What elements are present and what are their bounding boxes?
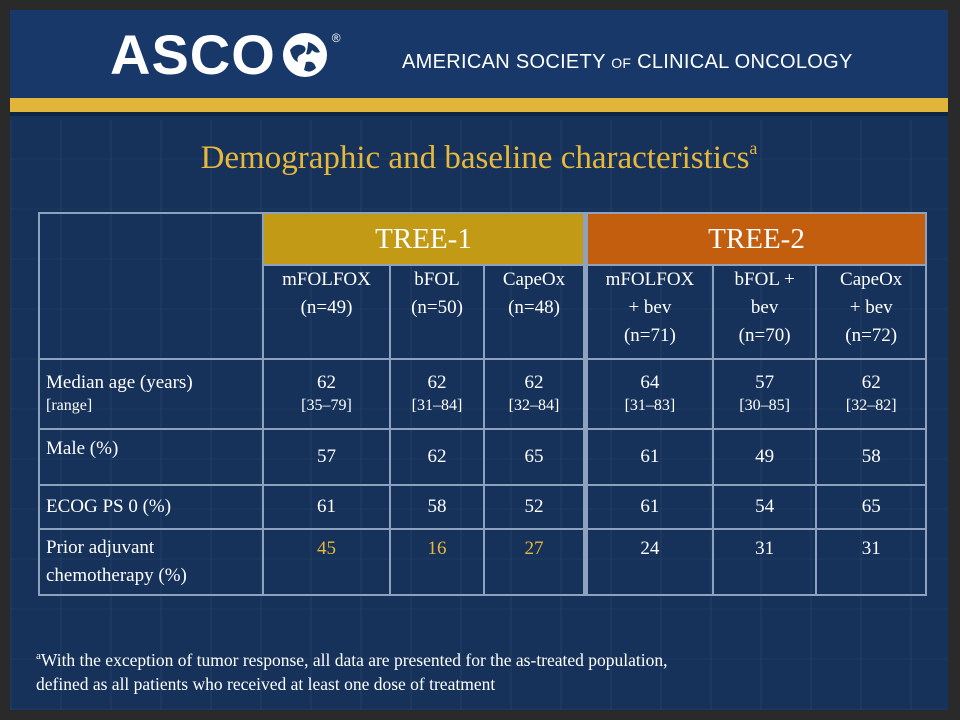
table-cell: 62 [31–84]: [389, 358, 485, 430]
col-header-mfolfox: mFOLFOX (n=49): [262, 264, 391, 360]
table-cell: 31: [711, 528, 818, 596]
table-cell: 62 [35–79]: [262, 358, 391, 430]
col-header-line: CapeOx: [502, 269, 566, 290]
col-header-line: + bev: [849, 297, 893, 318]
cell-range: [30–85]: [739, 397, 790, 414]
title-superscript: a: [749, 138, 758, 158]
cell-range: [35–79]: [301, 397, 352, 414]
gold-divider: [10, 98, 948, 112]
tree1-header: TREE-1: [262, 212, 587, 266]
table-cell: 65: [815, 484, 927, 530]
society-name-part-2: OF: [611, 55, 632, 71]
table-row: Prior adjuvant chemotherapy (%) 45 16 27 …: [38, 528, 927, 596]
col-header-mfolfox-bev: mFOLFOX + bev (n=71): [582, 264, 714, 360]
table-cell: 57 [30–85]: [711, 358, 818, 430]
col-header-line: mFOLFOX: [605, 269, 695, 290]
table-cell: 49: [711, 428, 818, 486]
cell-range: [32–82]: [845, 397, 897, 414]
header-underline: [10, 112, 948, 116]
table-cell: 61: [262, 484, 391, 530]
cell-range: [31–84]: [411, 397, 463, 414]
table-cell: 16: [389, 528, 485, 596]
table-cell: 52: [483, 484, 587, 530]
col-header-line: + bev: [628, 297, 672, 318]
table-cell: 62 [32–84]: [483, 358, 587, 430]
col-header-bfol-bev: bFOL + bev (n=70): [711, 264, 818, 360]
table-cell: 62: [389, 428, 485, 486]
registered-mark: ®: [331, 31, 341, 45]
table-cell: 58: [389, 484, 485, 530]
col-header-line: CapeOx: [840, 269, 903, 290]
slide-title: Demographic and baseline characteristics…: [10, 138, 948, 177]
row-label-text: chemotherapy (%): [46, 565, 187, 586]
footnote: aWith the exception of tumor response, a…: [36, 644, 936, 696]
row-label-median-age: Median age (years) [range]: [38, 358, 264, 430]
table-cell: 24: [582, 528, 714, 596]
table-cell: 65: [483, 428, 587, 486]
society-name-part-3: CLINICAL ONCOLOGY: [631, 51, 853, 73]
col-header-line: bev: [750, 297, 779, 318]
row-sublabel: [range]: [46, 397, 93, 414]
table-cell: 61: [582, 484, 714, 530]
footnote-line-1: With the exception of tumor response, al…: [40, 649, 668, 670]
table-cell: 57: [262, 428, 391, 486]
col-header-line: (n=48): [508, 297, 560, 318]
row-label-prior-adjuvant: Prior adjuvant chemotherapy (%): [38, 528, 264, 596]
slide: ASCO ® AMERICAN SOCIETY OF CLINICAL ONCO…: [10, 10, 948, 710]
cell-value: 57: [755, 372, 775, 393]
col-header-line: (n=50): [411, 297, 463, 318]
table-cell: 27: [483, 528, 587, 596]
col-header-bfol: bFOL (n=50): [389, 264, 485, 360]
row-label-male: Male (%): [38, 428, 264, 486]
col-header-line: (n=49): [300, 297, 353, 318]
title-text: Demographic and baseline characteristics: [200, 140, 750, 176]
footnote-line-2: defined as all patients who received at …: [36, 673, 496, 694]
table-cell: 61: [582, 428, 714, 486]
cell-range: [32–84]: [508, 397, 560, 414]
table-row: ECOG PS 0 (%) 61 58 52 61 54 65: [38, 484, 927, 530]
society-name-part-1: AMERICAN SOCIETY: [402, 51, 612, 73]
table-cell: 54: [711, 484, 818, 530]
col-header-line: (n=72): [845, 325, 898, 346]
cell-value: 62: [524, 372, 544, 393]
cell-value: 64: [640, 372, 660, 393]
footnote-marker: a: [36, 650, 41, 662]
logo-text: ASCO: [110, 23, 276, 86]
arm-header-row: mFOLFOX (n=49) bFOL (n=50) CapeOx (n=48) mF…: [39, 264, 927, 360]
col-header-capeox-bev: CapeOx + bev (n=72): [815, 264, 927, 360]
cell-value: 62: [317, 372, 336, 393]
col-header-line: bFOL +: [734, 269, 795, 290]
col-header-line: (n=70): [738, 325, 791, 346]
col-header-line: bFOL: [414, 269, 460, 290]
header-banner: ASCO ® AMERICAN SOCIETY OF CLINICAL ONCO…: [10, 10, 948, 98]
row-label-text: Prior adjuvant: [46, 537, 155, 558]
cell-range: [31–83]: [624, 397, 676, 414]
table-cell: 58: [815, 428, 927, 486]
globe-icon: [282, 33, 327, 77]
table-cell: 64 [31–83]: [582, 358, 714, 430]
asco-logo: ASCO ®: [110, 25, 341, 85]
row-label-ecog: ECOG PS 0 (%): [38, 484, 264, 530]
table-cell: 31: [815, 528, 927, 596]
empty-corner-cell: [38, 212, 264, 360]
cell-value: 62: [861, 372, 881, 393]
cell-value: 62: [427, 372, 447, 393]
table-cell: 62 [32–82]: [815, 358, 927, 430]
tree2-header: TREE-2: [583, 212, 927, 266]
society-name: AMERICAN SOCIETY OF CLINICAL ONCOLOGY: [402, 51, 853, 74]
characteristics-table: TREE-1 TREE-2 mFOLFOX (n=49) bFOL (n=50) C…: [38, 212, 927, 596]
row-label-text: Median age (years): [46, 372, 193, 393]
col-header-line: mFOLFOX: [282, 269, 371, 290]
col-header-line: (n=71): [623, 325, 676, 346]
group-header-row: TREE-1 TREE-2: [38, 212, 927, 360]
table-row: Median age (years) [range] 62 [35–79] 62 [3…: [38, 358, 927, 430]
table-row: Male (%) 57 62 65 61 49 58: [38, 428, 927, 486]
col-header-capeox: CapeOx (n=48): [483, 264, 587, 360]
table-cell: 45: [262, 528, 391, 596]
